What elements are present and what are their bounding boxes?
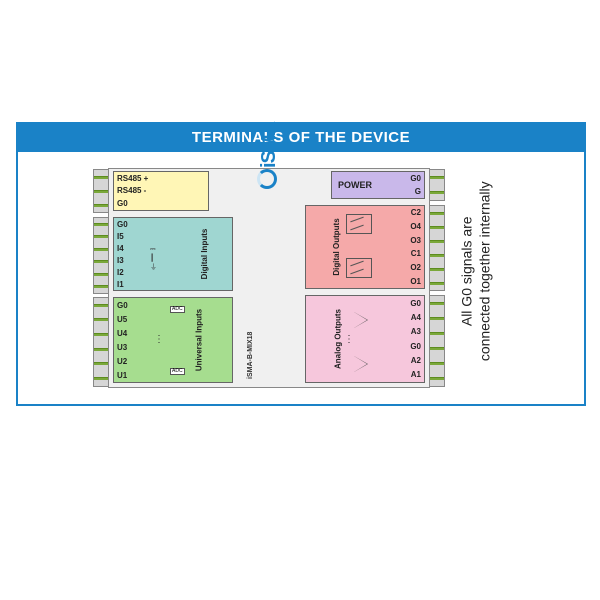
adc-tag: ADC [170, 368, 185, 375]
pin-label: I3 [117, 256, 128, 265]
digital-inputs-block: G0 I5 I4 I3 I2 I1 Digital Inputs ⎓┃⏚ [113, 217, 233, 291]
pin-labels: RS485 + RS485 - G0 [117, 172, 148, 210]
opamp-icon [354, 312, 368, 328]
pin-labels: G0 U5 U4 U3 U2 U1 [117, 298, 128, 382]
pin-label: G0 [410, 342, 421, 351]
adc-tag: ADC [170, 306, 185, 313]
pin-label: G0 [410, 174, 421, 183]
pin-label: O1 [410, 277, 421, 286]
power-block: POWER G0 G [331, 171, 425, 199]
block-label: Universal Inputs [194, 309, 203, 371]
rs485-block: RS485 + RS485 - G0 [113, 171, 209, 211]
relay-icon [346, 258, 372, 278]
pin-label: RS485 + [117, 174, 148, 183]
pin-label: I4 [117, 244, 128, 253]
pin-label: U5 [117, 315, 128, 324]
terminal-rail [93, 217, 109, 294]
digital-outputs-block: C2 O4 O3 C1 O2 O1 Digital Outputs [305, 205, 425, 289]
opamp-icon [354, 356, 368, 372]
pin-labels: G0 I5 I4 I3 I2 I1 [117, 218, 128, 290]
terminal-rail [93, 297, 109, 387]
pin-label: C2 [410, 208, 421, 217]
pin-labels: C2 O4 O3 C1 O2 O1 [410, 206, 421, 288]
terminal-rail [93, 169, 109, 213]
pin-label: A2 [410, 356, 421, 365]
block-label: Analog Outputs [334, 309, 343, 369]
pin-label: RS485 - [117, 186, 148, 195]
terminal-rail [429, 295, 445, 387]
terminal-rail [429, 169, 445, 201]
model-label: iSMA-B-MIX18 [247, 332, 254, 379]
pin-label: I1 [117, 280, 128, 289]
device-body: RS485 + RS485 - G0 G0 I5 I4 I3 I2 I1 Dig… [108, 168, 430, 388]
pin-label: G [410, 187, 421, 196]
pin-label: I2 [117, 268, 128, 277]
block-label: POWER [338, 180, 372, 190]
dots-icon: ⋮ [154, 334, 166, 345]
block-label: Digital Outputs [332, 218, 341, 275]
pin-label: A1 [410, 370, 421, 379]
universal-inputs-block: G0 U5 U4 U3 U2 U1 Universal Inputs ADC A… [113, 297, 233, 383]
pin-label: C1 [410, 249, 421, 258]
diagram-frame: TERMINALS OF THE DEVICE RS485 + RS485 - … [16, 122, 586, 406]
pin-label: G0 [117, 199, 148, 208]
pin-label: G0 [117, 220, 128, 229]
logo-text: iSMA [258, 122, 280, 168]
analog-outputs-block: G0 A4 A3 G0 A2 A1 Analog Outputs ⋮ [305, 295, 425, 383]
relay-icon [346, 214, 372, 234]
pin-label: U4 [117, 329, 128, 338]
side-note-line: All G0 signals are [459, 216, 475, 326]
side-note-line: connected together internally [477, 181, 493, 361]
pin-labels: G0 A4 A3 G0 A2 A1 [410, 296, 421, 382]
logo-ring-icon [257, 169, 277, 189]
pin-label: O4 [410, 222, 421, 231]
pin-label: O3 [410, 236, 421, 245]
pin-label: G0 [117, 301, 128, 310]
pin-label: O2 [410, 263, 421, 272]
isma-logo: iSMA [257, 122, 281, 189]
input-symbol: ⎓┃⏚ [150, 246, 157, 272]
pin-label: I5 [117, 232, 128, 241]
terminal-rail [429, 205, 445, 291]
pin-label: A4 [410, 313, 421, 322]
pin-label: G0 [410, 299, 421, 308]
block-label: Digital Inputs [200, 229, 209, 280]
pin-label: U1 [117, 371, 128, 380]
pin-label: U3 [117, 343, 128, 352]
pin-label: U2 [117, 357, 128, 366]
pin-labels: G0 G [410, 172, 421, 198]
title-bar: TERMINALS OF THE DEVICE [18, 124, 584, 152]
pin-label: A3 [410, 327, 421, 336]
side-note: All G0 signals are connected together in… [458, 181, 494, 361]
dots-icon: ⋮ [344, 334, 356, 345]
